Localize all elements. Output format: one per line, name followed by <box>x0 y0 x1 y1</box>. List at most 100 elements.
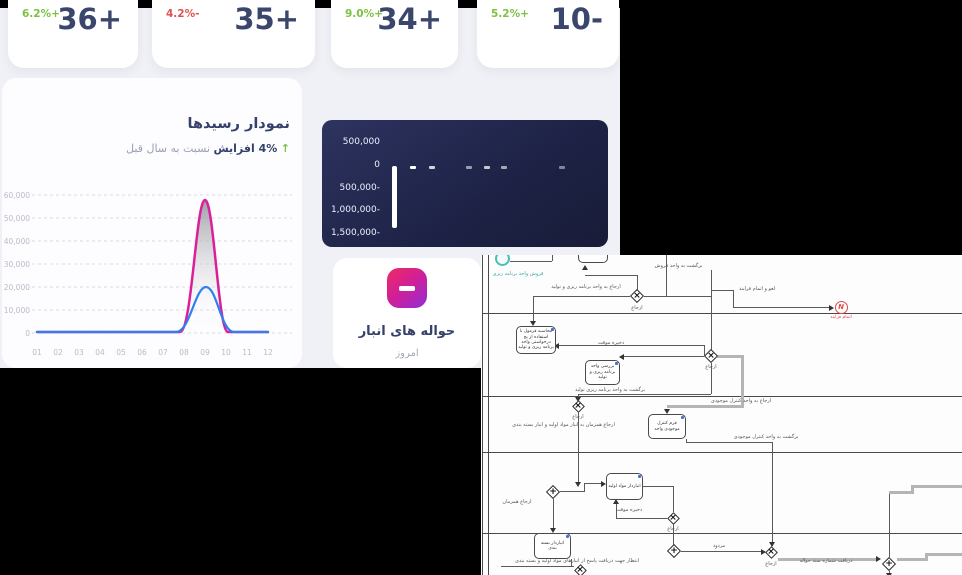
edge <box>666 255 667 296</box>
y-tick: 0 <box>25 329 30 338</box>
exclusive-gateway[interactable]: × <box>703 348 719 364</box>
x-tick: 06 <box>137 348 147 357</box>
person-icon <box>637 475 641 478</box>
start-event[interactable] <box>495 255 510 266</box>
kpi-card[interactable]: 6.2%+ 36+ <box>8 0 138 68</box>
exclusive-gateway[interactable]: × <box>573 563 587 575</box>
exclusive-gateway[interactable]: × <box>629 288 645 304</box>
task-review-planning[interactable]: بررسی واحد برنامه ریزی و تولید <box>585 360 620 385</box>
x-tick: 05 <box>116 348 126 357</box>
person-icon <box>565 535 569 538</box>
edge <box>686 439 687 442</box>
edge <box>553 499 554 530</box>
y-tick: 50,000 <box>3 214 30 223</box>
kpi-card[interactable]: 4.2%- 35+ <box>152 0 315 68</box>
task-label: انباردار مواد اولیه <box>608 483 641 489</box>
task-cut-top[interactable] <box>578 255 608 263</box>
edge-label: ارجاع به واحد کنترل موجودی <box>710 398 772 404</box>
panel-y-label: 1,500,000- <box>330 228 380 238</box>
task-label: فرم کنترل موجودی واحد <box>654 421 680 432</box>
person-icon <box>550 328 554 331</box>
chart-subtitle: ↑ 4% افزایش نسبت به سال قبل <box>126 142 290 155</box>
parallel-gateway[interactable]: + <box>545 484 561 500</box>
bar-small <box>410 166 416 169</box>
bar-small <box>484 166 490 169</box>
edge <box>681 551 763 552</box>
kpi-card[interactable]: 5.2%+ 10- <box>477 0 619 68</box>
chart-change-text: نسبت به سال قبل <box>126 142 210 155</box>
y-tick: 60,000 <box>3 191 30 200</box>
arrowhead <box>601 480 606 487</box>
arrowhead <box>619 353 624 360</box>
kpi-value: 10- <box>550 2 603 36</box>
edge <box>733 290 734 307</box>
edge-label: برگشت به واحد فروش <box>654 263 703 269</box>
exclusive-gateway[interactable]: × <box>764 545 778 559</box>
exclusive-gateway[interactable]: × <box>666 511 680 525</box>
error-end-event[interactable]: N <box>834 300 848 314</box>
arrowhead <box>829 304 834 311</box>
task-packing-keeper[interactable]: انباردار بسته بندی <box>534 533 571 559</box>
dark-bar-chart-panel[interactable]: 500,000 0 500,000- 1,000,000- 1,500,000- <box>322 120 608 247</box>
minus-icon[interactable] <box>387 268 427 308</box>
task-raw-materials-keeper[interactable]: انباردار مواد اولیه <box>606 473 643 500</box>
y-tick: 40,000 <box>3 237 30 246</box>
x-tick: 07 <box>158 348 168 357</box>
edge <box>704 345 705 356</box>
edge <box>584 483 603 484</box>
start-event-label: فروش واحد برنامه ریزی <box>492 271 544 277</box>
kpi-value: 35+ <box>234 2 299 36</box>
edge <box>711 270 712 350</box>
edge-label: ارجاع <box>667 526 679 532</box>
line-chart[interactable] <box>30 190 296 340</box>
bar-small <box>501 166 507 169</box>
exclusive-gateway[interactable]: × <box>571 399 585 413</box>
arrowhead <box>575 397 581 402</box>
edge-label: برگشت به واحد برنامه ریزی تولید <box>575 387 645 393</box>
bar-large-negative <box>392 166 397 228</box>
edge-thick <box>925 553 928 561</box>
y-tick: 30,000 <box>3 260 30 269</box>
bar-small <box>429 166 435 169</box>
edge-label: ارجاع همزمان <box>502 499 532 505</box>
edge-label: ارجاع <box>631 305 643 311</box>
task-calc-formula[interactable]: محاسبه فرمول با استفاده از بچ درخواستی و… <box>516 326 556 354</box>
edge <box>552 255 553 261</box>
edge <box>673 486 674 512</box>
panel-y-label: 1,000,000- <box>330 205 380 215</box>
edge-label: ارجاع همزمان به انبار مواد اولیه و انبار… <box>512 422 615 428</box>
arrowhead <box>761 548 766 555</box>
arrowhead <box>554 342 559 349</box>
edge-label: ارجاع به واحد برنامه ریزی و تولید <box>551 284 621 290</box>
arrowhead <box>886 573 892 575</box>
x-tick: 01 <box>32 348 42 357</box>
x-tick: 03 <box>74 348 84 357</box>
edge-label: برگشت به واحد کنترل موجودی <box>733 434 799 440</box>
parallel-gateway[interactable]: + <box>881 556 897 572</box>
lane-divider <box>483 452 962 453</box>
edge <box>644 296 711 297</box>
edge <box>616 503 617 518</box>
warehouse-transfers-card[interactable]: حواله های انبار امروز <box>333 258 481 368</box>
lane-divider <box>483 396 962 397</box>
parallel-gateway[interactable]: + <box>666 543 682 559</box>
edge <box>578 412 579 485</box>
edge <box>637 275 638 290</box>
edge-label: ارجاع <box>572 414 584 420</box>
kpi-card[interactable]: 9.0%+ 34+ <box>331 0 458 68</box>
panel-y-label: 500,000 <box>342 137 380 147</box>
x-tick: 11 <box>242 348 252 357</box>
task-inventory-form[interactable]: فرم کنترل موجودی واحد <box>648 414 686 439</box>
x-tick: 10 <box>221 348 231 357</box>
person-icon <box>680 416 684 419</box>
arrowhead <box>575 482 581 487</box>
edge <box>620 356 704 357</box>
pool-border <box>482 255 483 575</box>
arrowhead <box>613 499 619 504</box>
arrowhead <box>769 542 775 547</box>
kpi-delta: 4.2%- <box>166 8 200 20</box>
edge <box>616 518 667 519</box>
dashboard-panel: 6.2%+ 36+ 4.2%- 35+ 9.0%+ 34+ 5.2%+ 10- … <box>0 0 620 368</box>
lane-divider <box>483 533 962 534</box>
